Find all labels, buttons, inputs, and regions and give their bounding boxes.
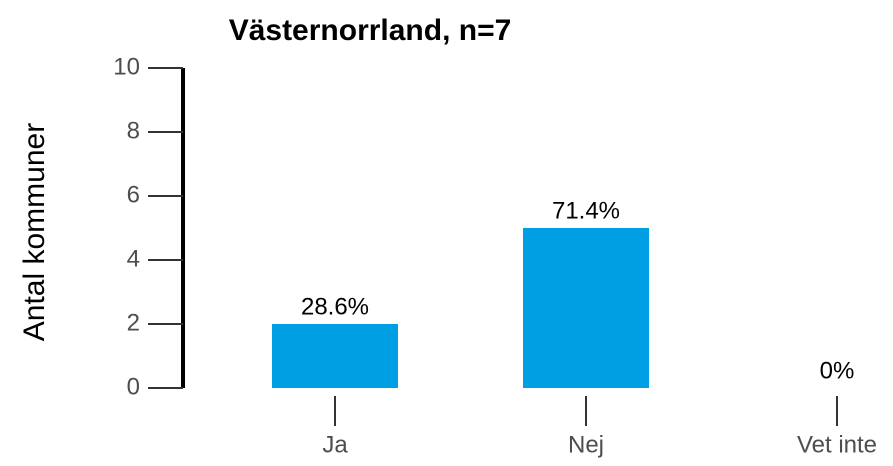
y-axis-label: Antal kommuner — [18, 123, 51, 341]
bar — [272, 324, 398, 388]
y-tick-label: 6 — [127, 181, 140, 208]
x-tick-label: Nej — [568, 431, 604, 458]
y-tick-label: 0 — [127, 373, 140, 400]
y-tick-label: 2 — [127, 309, 140, 336]
value-label: 28.6% — [301, 293, 369, 320]
y-tick-label: 8 — [127, 117, 140, 144]
value-label: 0% — [820, 357, 855, 384]
x-tick-label: Vet inte — [797, 431, 877, 458]
chart-title: Västernorrland, n=7 — [229, 14, 512, 47]
bar — [523, 228, 649, 388]
y-tick-label: 10 — [113, 53, 140, 80]
value-label: 71.4% — [552, 197, 620, 224]
y-tick-label: 4 — [127, 245, 140, 272]
x-tick-label: Ja — [322, 431, 348, 458]
